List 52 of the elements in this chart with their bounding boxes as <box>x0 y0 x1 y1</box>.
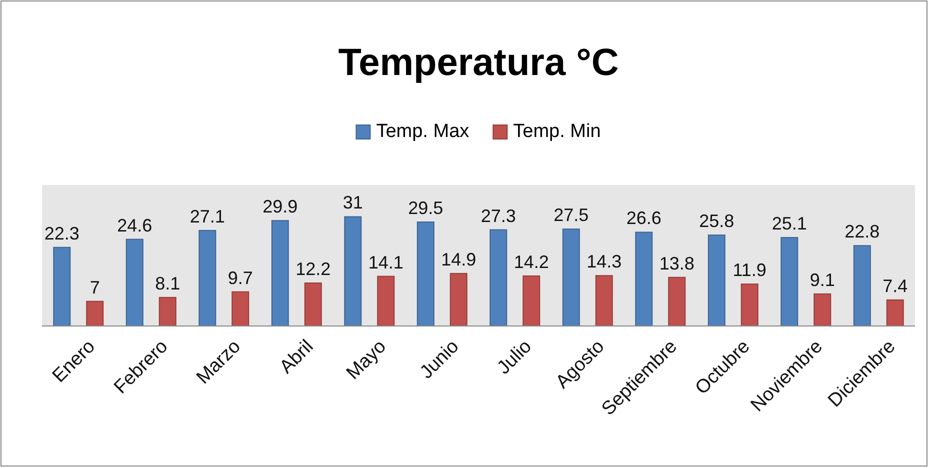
bar <box>490 229 508 326</box>
data-label: 13.8 <box>659 253 694 274</box>
data-label: 7.4 <box>882 276 908 296</box>
data-label: 11.9 <box>732 260 766 280</box>
bar <box>304 282 322 326</box>
chart-title: Temperatura °C <box>338 42 619 84</box>
bar <box>740 284 758 326</box>
bar <box>522 275 540 326</box>
bar <box>158 296 176 326</box>
bar <box>198 230 216 326</box>
data-label: 27.1 <box>190 206 225 226</box>
data-label: 14.2 <box>514 252 549 272</box>
bar <box>86 300 104 326</box>
bar <box>595 275 613 326</box>
bar <box>344 216 362 326</box>
data-label: 14.3 <box>586 252 622 272</box>
data-label: 9.7 <box>228 268 253 288</box>
data-label: 31 <box>342 192 363 213</box>
x-tick-label: Julio <box>493 336 536 379</box>
bar <box>232 291 250 326</box>
bar <box>780 237 798 326</box>
data-label: 27.3 <box>480 206 516 226</box>
data-label: 22.3 <box>44 223 80 244</box>
data-label: 29.9 <box>262 196 298 217</box>
data-label: 7 <box>90 277 100 298</box>
data-label: 14.9 <box>441 249 476 270</box>
data-label: 26.6 <box>626 208 662 228</box>
bar <box>853 245 871 326</box>
legend-label: Temp. Min <box>513 121 601 142</box>
bar <box>668 276 686 326</box>
bar <box>635 232 653 326</box>
data-label: 25.1 <box>772 214 807 234</box>
data-label: 27.5 <box>554 205 589 226</box>
data-label: 14.1 <box>368 252 404 272</box>
data-label: 22.8 <box>844 222 880 242</box>
bar <box>886 299 904 326</box>
data-label: 9.1 <box>810 270 835 290</box>
data-label: 29.5 <box>408 198 444 218</box>
data-label: 24.6 <box>117 215 152 236</box>
bar <box>708 234 726 326</box>
bar <box>377 276 395 326</box>
bar <box>126 238 144 326</box>
bar <box>814 293 832 326</box>
bar <box>53 246 71 326</box>
data-label: 8.1 <box>155 273 180 294</box>
data-label: 12.2 <box>296 258 331 279</box>
bar <box>562 228 580 326</box>
legend-label: Temp. Max <box>376 121 470 142</box>
bar <box>450 272 468 326</box>
data-label: 25.8 <box>699 211 734 232</box>
bar <box>416 222 434 326</box>
bar <box>271 220 289 326</box>
